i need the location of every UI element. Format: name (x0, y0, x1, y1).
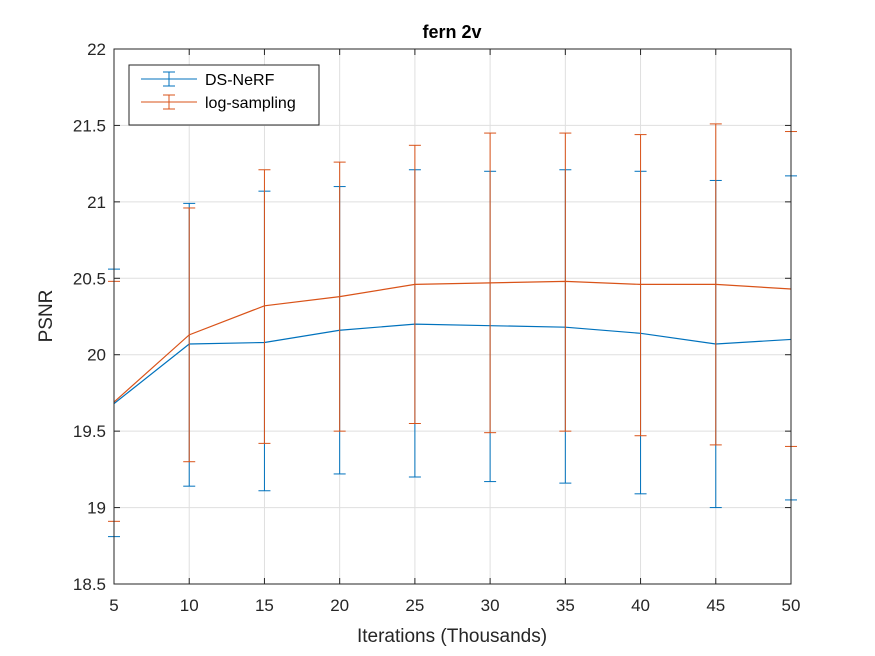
y-tick-label: 18.5 (73, 575, 106, 594)
x-tick-label: 15 (255, 596, 274, 615)
legend: DS-NeRF log-sampling (128, 64, 320, 126)
legend-label: DS-NeRF (205, 72, 275, 89)
x-tick-label: 25 (405, 596, 424, 615)
x-tick-label: 40 (631, 596, 650, 615)
chart-title: fern 2v (422, 22, 481, 42)
series-line (113, 323, 792, 405)
plot-area (114, 49, 791, 584)
x-tick-label: 30 (481, 596, 500, 615)
plot-frame (113, 48, 792, 585)
legend-item: DS-NeRF (141, 71, 275, 89)
legend-box (128, 64, 320, 126)
x-tick-label: 10 (180, 596, 199, 615)
y-tick-label: 22 (87, 40, 106, 59)
series-line (113, 280, 792, 403)
ticks: 5 10 15 20 25 30 35 40 45 50 18.5 19 19.5 20 20.5 21 21.… (73, 40, 801, 615)
series-2 (108, 123, 797, 522)
y-axis-label: PSNR (36, 290, 57, 343)
x-tick-label: 35 (556, 596, 575, 615)
legend-label: log-sampling (205, 95, 296, 112)
y-tick-label: 20.5 (73, 269, 106, 288)
x-tick-label: 50 (782, 596, 801, 615)
y-tick-label: 19 (87, 499, 106, 518)
y-tick-label: 19.5 (73, 422, 106, 441)
x-tick-label: 45 (706, 596, 725, 615)
x-tick-label: 20 (330, 596, 349, 615)
x-axis-label: Iterations (Thousands) (357, 626, 547, 647)
y-tick-label: 20 (87, 346, 106, 365)
y-tick-label: 21.5 (73, 116, 106, 135)
x-tick-label: 5 (109, 596, 118, 615)
legend-item: log-sampling (141, 94, 296, 112)
y-tick-label: 21 (87, 193, 106, 212)
